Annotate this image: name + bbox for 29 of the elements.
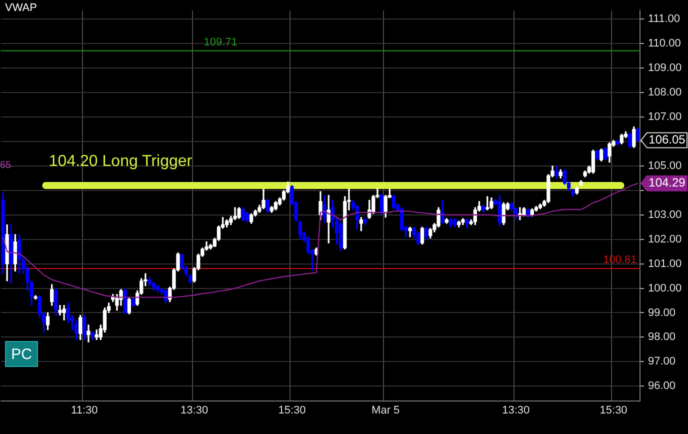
button: PC	[5, 341, 38, 367]
x-tick-label: Mar 5	[372, 404, 400, 416]
candlestick	[86, 324, 90, 342]
ref-line-label: 100.81	[603, 254, 637, 266]
y-tick-label: 97.00	[648, 356, 676, 368]
chart-title: VWAP	[5, 2, 37, 14]
y-tick-label: 109.00	[648, 62, 682, 74]
y-tick-label: 108.00	[648, 86, 682, 99]
ref-line-label: 104.20 Long Trigger	[48, 152, 193, 170]
text: 106.05	[648, 132, 686, 147]
y-tick-label: 105.00	[648, 160, 682, 172]
y-tick-label: 103.00	[648, 208, 682, 221]
y-tick-label: 96.00	[648, 380, 676, 392]
ref-line-label: 109.71	[204, 36, 238, 48]
y-tick-label: 100.00	[648, 282, 682, 294]
x-tick-label: 13:30	[180, 404, 208, 416]
y-tick-label: 102.00	[648, 233, 682, 246]
x-tick-label: 15:30	[278, 404, 306, 416]
data-label: 104.29	[648, 176, 686, 190]
x-tick-label: 15:30	[600, 404, 628, 416]
y-tick-label: 110.00	[648, 38, 681, 50]
x-tick-label: 11:30	[71, 404, 98, 416]
y-tick-label: 98.00	[648, 331, 676, 344]
y-tick-label: 101.00	[648, 258, 682, 270]
y-tick-label: 107.00	[648, 111, 682, 124]
y-tick-label: 99.00	[648, 306, 676, 319]
y-tick-label: 111.00	[648, 13, 680, 26]
x-tick-label: 13:30	[502, 404, 530, 416]
annotation: 65	[0, 160, 12, 171]
